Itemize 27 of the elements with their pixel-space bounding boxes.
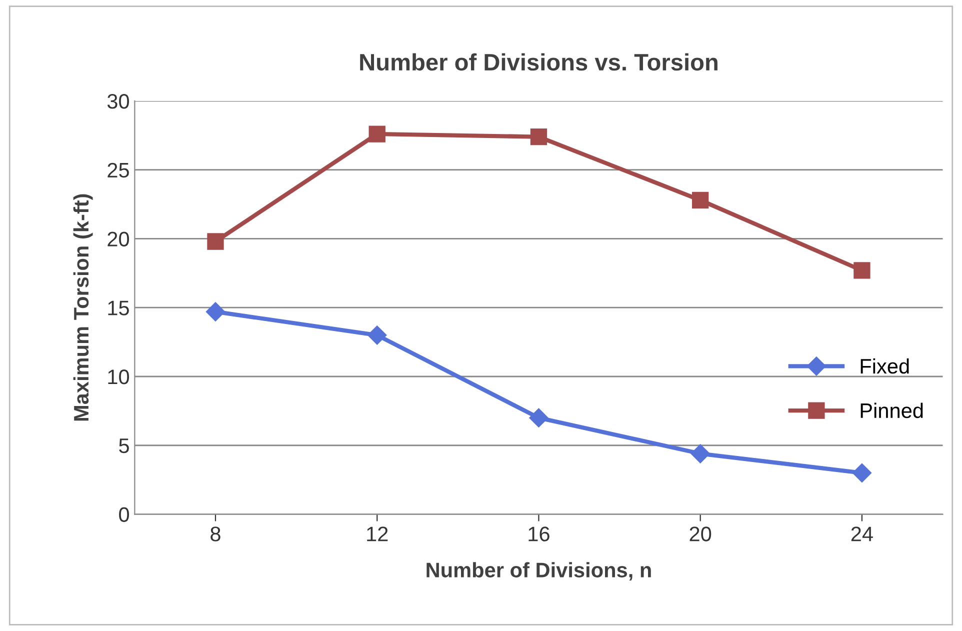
x-tick-label: 20 — [690, 526, 712, 542]
x-tick-label: 8 — [210, 526, 220, 542]
y-tick-label: 10 — [108, 370, 130, 384]
legend-label: Fixed — [860, 358, 909, 374]
point — [368, 326, 387, 345]
point — [207, 233, 224, 250]
point — [529, 408, 548, 428]
point — [690, 444, 710, 464]
point — [206, 302, 226, 322]
legend-label: Pinned — [860, 402, 923, 418]
x-tick-label: 12 — [367, 526, 388, 542]
y-tick-label: 20 — [108, 232, 130, 246]
y-tick-label: 0 — [119, 507, 130, 522]
chart-title: Number of Divisions vs. Torsion — [360, 53, 718, 71]
y-tick-label: 15 — [108, 300, 129, 316]
y-axis-title: Maximum Torsion (k-ft) — [73, 194, 93, 421]
point — [852, 463, 872, 482]
y-tick-label: 25 — [108, 162, 129, 178]
x-tick-label: 24 — [851, 526, 873, 542]
point — [368, 126, 386, 142]
y-tick-label: 30 — [107, 94, 130, 109]
y-tick-label: 5 — [119, 438, 129, 454]
point — [530, 128, 548, 146]
point — [854, 262, 870, 279]
point — [692, 192, 709, 208]
x-axis-title: Number of Divisions, n — [426, 562, 651, 580]
x-tick-label: 16 — [528, 526, 550, 542]
